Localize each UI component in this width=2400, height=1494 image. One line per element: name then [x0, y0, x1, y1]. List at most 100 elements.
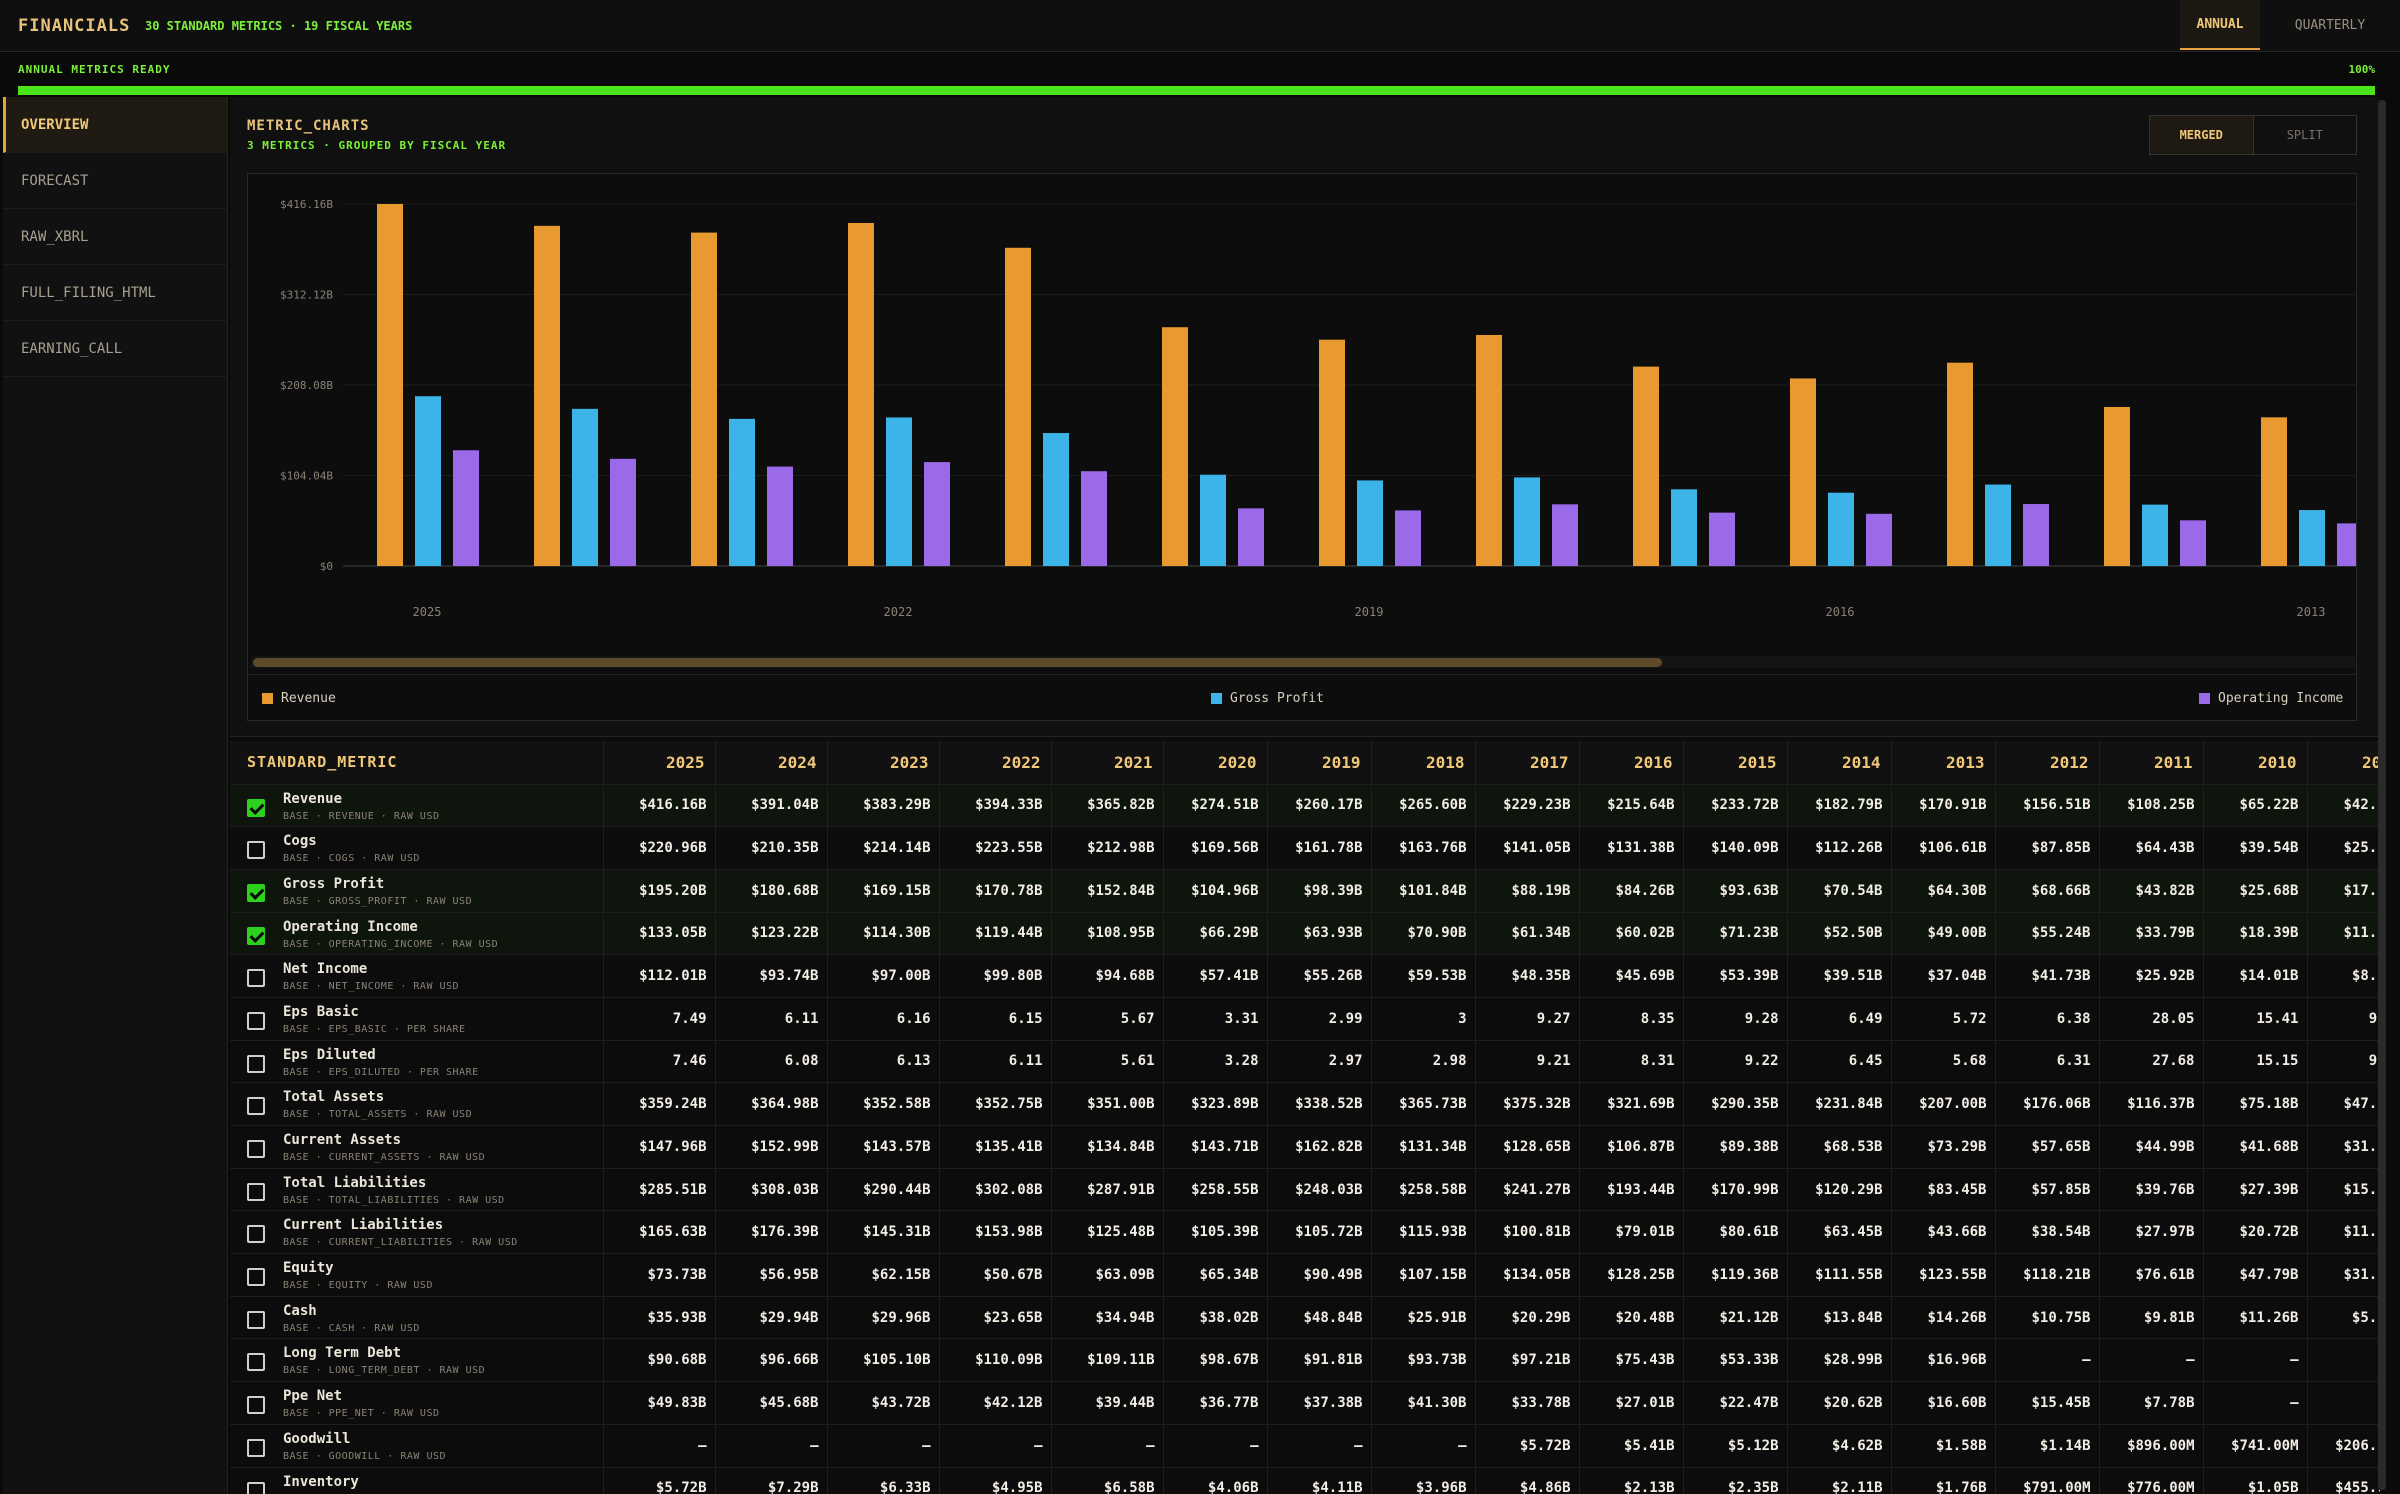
- table-header-row: STANDARD_METRIC 2025 2024 2023 2022 2021 2020 2…: [230, 741, 2380, 785]
- metric-checkbox[interactable]: [247, 969, 265, 988]
- metric-checkbox[interactable]: [247, 926, 265, 945]
- metric-checkbox[interactable]: [247, 1097, 265, 1116]
- column-header-year[interactable]: 2021: [1051, 741, 1164, 785]
- page-scroll-thumb[interactable]: [2378, 100, 2386, 1490]
- value-cell: $57.65B: [1995, 1125, 2100, 1169]
- y-tick-label: $416.16B: [280, 198, 333, 211]
- value-cell: $352.58B: [827, 1082, 940, 1126]
- sidebar-item-earning-call[interactable]: EARNING_CALL: [3, 321, 227, 377]
- metrics-table-container[interactable]: STANDARD_METRIC 2025 2024 2023 2022 2021 2020 2…: [230, 741, 2380, 1494]
- metric-name: Cash: [283, 1302, 317, 1319]
- metric-name: Gross Profit: [283, 875, 385, 892]
- metric-checkbox[interactable]: [247, 1481, 265, 1494]
- metric-checkbox[interactable]: [247, 841, 265, 860]
- value-cell: $62.15B: [827, 1253, 940, 1297]
- value-cell: $112.26B: [1787, 826, 1892, 870]
- y-tick-label: $104.04B: [280, 470, 333, 483]
- metric-checkbox[interactable]: [247, 1438, 265, 1457]
- value-cell: $15.45B: [1995, 1381, 2100, 1425]
- table-row: Revenue BASE · REVENUE · RAW USD $416.16B $…: [230, 784, 2380, 828]
- metric-checkbox[interactable]: [247, 1396, 265, 1415]
- chart-mode-toggle: MERGED SPLIT: [2149, 115, 2357, 155]
- column-header-year[interactable]: 2013: [1891, 741, 1996, 785]
- column-header-year[interactable]: 2025: [603, 741, 716, 785]
- metric-checkbox[interactable]: [247, 1140, 265, 1158]
- table-row: Ppe Net BASE · PPE_NET · RAW USD $49.83B $4…: [230, 1381, 2380, 1425]
- column-header-year[interactable]: 2014: [1787, 741, 1892, 785]
- chart-scroll-thumb[interactable]: [253, 658, 1662, 667]
- bar-operating-income-2019: [1395, 510, 1421, 566]
- column-header-year[interactable]: 2009: [2307, 741, 2380, 785]
- value-cell: $38.02B: [1163, 1296, 1268, 1340]
- metric-cell: Eps Diluted BASE · EPS_DILUTED · PER SHAR…: [230, 1040, 604, 1084]
- column-header-year[interactable]: 2015: [1683, 741, 1788, 785]
- sidebar-item-raw-xbrl[interactable]: RAW_XBRL: [3, 209, 227, 265]
- metric-name: Operating Income: [283, 918, 418, 935]
- page-vertical-scrollbar[interactable]: [2378, 100, 2386, 1490]
- column-header-year[interactable]: 2022: [939, 741, 1052, 785]
- value-cell: $93.63B: [1683, 869, 1788, 913]
- metric-checkbox[interactable]: [247, 1011, 265, 1030]
- value-cell: $131.38B: [1579, 826, 1684, 870]
- value-cell: $118.21B: [1995, 1253, 2100, 1297]
- chart-background: [248, 174, 2356, 654]
- metrics-table: STANDARD_METRIC 2025 2024 2023 2022 2021 2020 2…: [230, 741, 2380, 1494]
- column-header-metric[interactable]: STANDARD_METRIC: [230, 741, 604, 785]
- column-header-year[interactable]: 2012: [1995, 741, 2100, 785]
- value-cell: $170.91B: [1891, 784, 1996, 828]
- column-header-year[interactable]: 2011: [2099, 741, 2204, 785]
- sidebar-item-forecast[interactable]: FORECAST: [3, 153, 227, 209]
- value-cell: $39.76B: [2099, 1168, 2204, 1212]
- value-cell: 5.68: [1891, 1040, 1996, 1084]
- x-tick-label: 2019: [1355, 605, 1384, 619]
- metric-checkbox[interactable]: [247, 1054, 265, 1073]
- value-cell: $49.00B: [1891, 912, 1996, 956]
- value-cell: $120.29B: [1787, 1168, 1892, 1212]
- value-cell: —: [715, 1424, 828, 1468]
- value-cell: $896.00M: [2099, 1424, 2204, 1468]
- metric-checkbox[interactable]: [247, 1182, 265, 1201]
- column-header-year[interactable]: 2023: [827, 741, 940, 785]
- merged-button[interactable]: MERGED: [2150, 116, 2254, 154]
- value-cell: $45.68B: [715, 1381, 828, 1425]
- column-header-year[interactable]: 2020: [1163, 741, 1268, 785]
- bar-gross-profit-2018: [1514, 477, 1540, 566]
- sidebar-item-full-filing-html[interactable]: FULL_FILING_HTML: [3, 265, 227, 321]
- value-cell: $16.96B: [1891, 1338, 1996, 1383]
- bar-revenue-2019: [1319, 339, 1345, 566]
- split-button[interactable]: SPLIT: [2286, 128, 2323, 142]
- tab-quarterly[interactable]: QUARTERLY: [2294, 17, 2366, 33]
- value-cell: $2.11B: [1787, 1467, 1892, 1494]
- metric-checkbox[interactable]: [247, 1268, 265, 1287]
- column-header-year[interactable]: 2024: [715, 741, 828, 785]
- metric-checkbox[interactable]: [247, 798, 265, 817]
- column-header-year[interactable]: 2019: [1267, 741, 1372, 785]
- column-header-year[interactable]: 2010: [2203, 741, 2308, 785]
- value-cell: $2.13B: [1579, 1467, 1684, 1494]
- value-cell: $112.01B: [603, 954, 716, 998]
- value-cell: $55.26B: [1267, 954, 1372, 998]
- chart-area: $0 $104.04B $208.08B $312.12B $416.16B 2025 20…: [247, 173, 2357, 721]
- chart-horizontal-scrollbar[interactable]: [251, 656, 2355, 668]
- bar-gross-profit-2016: [1828, 492, 1854, 566]
- value-cell: $90.68B: [603, 1338, 716, 1383]
- column-header-year[interactable]: 2016: [1579, 741, 1684, 785]
- bar-revenue-2017: [1633, 366, 1659, 566]
- metric-checkbox[interactable]: [247, 1225, 265, 1244]
- value-cell: $791.00M: [1995, 1467, 2100, 1494]
- bar-operating-income-2021: [1081, 471, 1107, 566]
- metric-checkbox[interactable]: [247, 1310, 265, 1329]
- value-cell: 9.08: [2307, 1040, 2380, 1084]
- column-header-year[interactable]: 2018: [1371, 741, 1476, 785]
- metric-checkbox[interactable]: [247, 883, 265, 902]
- bar-operating-income-2016: [1866, 513, 1892, 566]
- tab-annual[interactable]: ANNUAL: [2180, 0, 2260, 50]
- value-cell: $4.95B: [939, 1467, 1052, 1494]
- metric-cell: Goodwill BASE · GOODWILL · RAW USD: [230, 1424, 604, 1468]
- column-header-year[interactable]: 2017: [1475, 741, 1580, 785]
- value-cell: $96.66B: [715, 1338, 828, 1383]
- value-cell: $93.74B: [715, 954, 828, 998]
- metric-checkbox[interactable]: [247, 1353, 265, 1372]
- progress-percent: 100%: [2348, 63, 2376, 76]
- sidebar-item-overview[interactable]: OVERVIEW: [3, 97, 227, 153]
